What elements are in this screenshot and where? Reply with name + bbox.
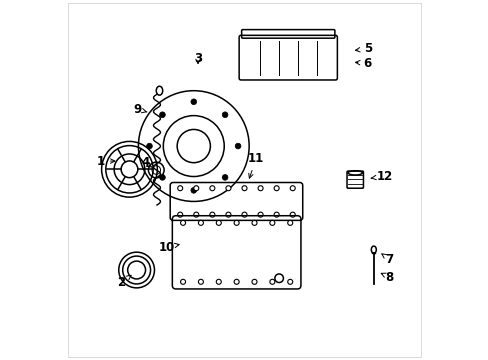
Circle shape — [177, 186, 183, 191]
Circle shape — [225, 186, 230, 191]
Circle shape — [209, 212, 214, 217]
Circle shape — [177, 212, 183, 217]
Circle shape — [198, 220, 203, 225]
Circle shape — [190, 188, 196, 193]
Circle shape — [258, 186, 263, 191]
Text: 2: 2 — [117, 275, 131, 289]
Circle shape — [190, 99, 196, 105]
Circle shape — [146, 143, 152, 149]
Circle shape — [180, 279, 185, 284]
Circle shape — [251, 279, 257, 284]
Text: 9: 9 — [133, 103, 147, 116]
Circle shape — [242, 212, 246, 217]
Text: 4: 4 — [141, 156, 152, 169]
Circle shape — [251, 220, 257, 225]
Circle shape — [198, 279, 203, 284]
Circle shape — [258, 212, 263, 217]
Circle shape — [225, 212, 230, 217]
Circle shape — [216, 220, 221, 225]
Circle shape — [222, 175, 227, 180]
Circle shape — [180, 220, 185, 225]
Text: 3: 3 — [194, 52, 202, 65]
Circle shape — [209, 186, 214, 191]
Circle shape — [159, 175, 165, 180]
Text: 1: 1 — [97, 154, 115, 167]
Text: 12: 12 — [370, 170, 392, 183]
Circle shape — [269, 220, 274, 225]
Text: 8: 8 — [381, 271, 393, 284]
Circle shape — [287, 220, 292, 225]
Circle shape — [235, 143, 241, 149]
Circle shape — [193, 212, 198, 217]
Text: 5: 5 — [355, 42, 371, 55]
Circle shape — [193, 186, 198, 191]
Text: 7: 7 — [381, 253, 393, 266]
Circle shape — [269, 279, 274, 284]
Circle shape — [287, 279, 292, 284]
Circle shape — [242, 186, 246, 191]
Circle shape — [274, 186, 279, 191]
Circle shape — [234, 279, 239, 284]
Circle shape — [274, 212, 279, 217]
Text: 10: 10 — [158, 240, 179, 254]
Circle shape — [290, 212, 295, 217]
Circle shape — [222, 112, 227, 118]
Circle shape — [290, 186, 295, 191]
Circle shape — [216, 279, 221, 284]
Circle shape — [159, 112, 165, 118]
Text: 6: 6 — [355, 57, 371, 70]
Circle shape — [234, 220, 239, 225]
Text: 11: 11 — [247, 152, 264, 178]
